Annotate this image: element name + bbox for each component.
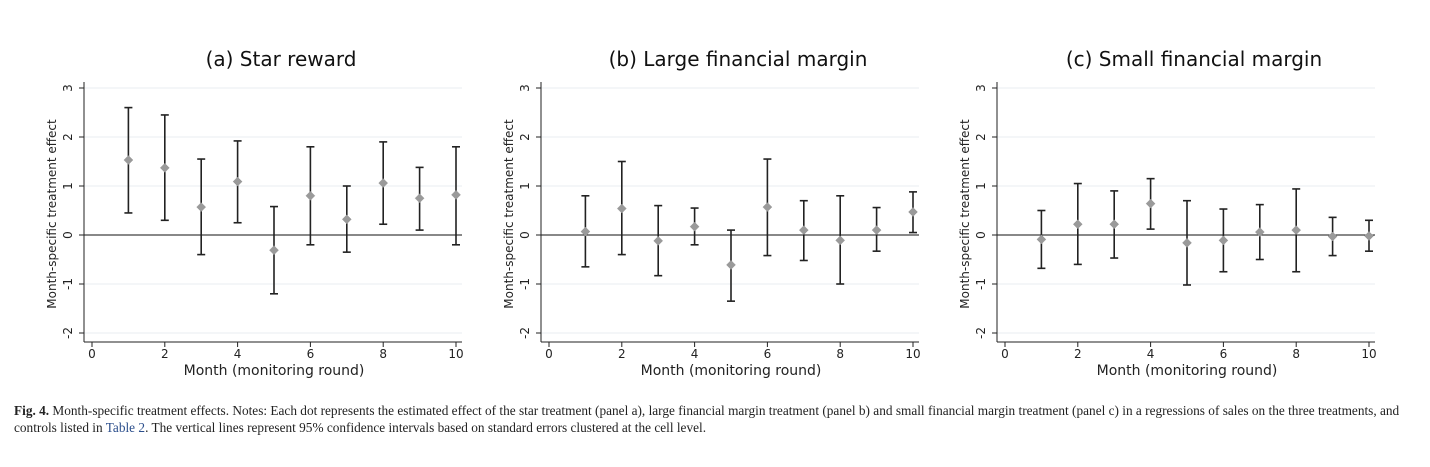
y-axis-label: Month-specific treatment effect (502, 119, 516, 309)
x-tick-label: 2 (161, 347, 169, 361)
data-point (1364, 231, 1374, 241)
data-point (196, 202, 207, 212)
chart-a-svg: (a) Star reward -2 -1 0 1 2 3 Month-specific tr… (45, 47, 464, 379)
chart-c-svg: (c) Small financial margin -2 -1 0 1 2 3 Month-… (958, 47, 1377, 379)
y-tick-label: 3 (61, 84, 75, 92)
y-tick-label: -1 (518, 278, 532, 290)
data-point (123, 155, 134, 165)
data-point (616, 203, 627, 214)
data-point (653, 236, 664, 246)
data-point (798, 225, 809, 235)
data-point (341, 214, 352, 225)
x-tick-label: 8 (1292, 347, 1300, 361)
data-point (908, 207, 918, 217)
chart-b-svg: (b) Large financial margin -2 -1 0 1 2 3 Month-… (502, 47, 921, 379)
data-point (159, 163, 170, 173)
data-point (835, 235, 846, 246)
x-axis-label: Month (monitoring round) (184, 363, 365, 379)
y-tick-label: 1 (518, 182, 532, 190)
y-tick-label: -1 (61, 278, 75, 290)
x-axis-label: Month (monitoring round) (1097, 363, 1278, 379)
data-point (269, 245, 279, 256)
caption-label: Fig. 4. (14, 403, 50, 418)
y-tick-label: 0 (61, 231, 75, 239)
x-tick-label: 0 (545, 347, 553, 361)
y-tick-label: 3 (974, 84, 988, 92)
y-tick-label: -2 (518, 327, 532, 339)
y-tick-label: 2 (61, 133, 75, 141)
x-tick-label: 10 (905, 347, 920, 361)
x-tick-label: 0 (88, 347, 96, 361)
x-tick-label: 2 (1074, 347, 1082, 361)
x-tick-label: 10 (1361, 347, 1376, 361)
x-tick-label: 4 (691, 347, 699, 361)
table-2-link[interactable]: Table 2 (105, 420, 146, 435)
data-point (1218, 235, 1229, 246)
data-point (689, 221, 700, 232)
data-point (1036, 234, 1047, 245)
data-point (1109, 219, 1120, 230)
x-tick-label: 6 (1220, 347, 1228, 361)
chart-title: (a) Star reward (206, 47, 357, 71)
x-tick-label: 4 (1147, 347, 1155, 361)
chart-title: (c) Small financial margin (1066, 47, 1322, 71)
data-point (726, 260, 736, 270)
data-point (1327, 231, 1338, 242)
y-axis-label: Month-specific treatment effect (958, 119, 972, 309)
data-point (1145, 198, 1156, 209)
y-tick-label: 2 (974, 133, 988, 141)
data-point (305, 190, 316, 201)
caption-text-after: . The vertical lines represent 95% confi… (145, 420, 707, 435)
y-tick-label: 2 (518, 133, 532, 141)
data-point (414, 193, 425, 204)
data-point (1254, 227, 1265, 237)
y-axis-label: Month-specific treatment effect (45, 119, 59, 309)
data-point (1182, 237, 1192, 248)
chart-panel-b: (b) Large financial margin -2 -1 0 1 2 3 Month-… (457, 0, 927, 390)
data-point (762, 202, 773, 212)
y-tick-label: -1 (974, 278, 988, 290)
figure-caption: Fig. 4. Month-specific treatment effects… (14, 402, 1419, 436)
x-tick-label: 0 (1001, 347, 1009, 361)
x-tick-label: 8 (379, 347, 387, 361)
data-point (378, 178, 389, 188)
chart-title: (b) Large financial margin (609, 47, 868, 71)
x-tick-label: 4 (234, 347, 242, 361)
data-point (232, 176, 243, 187)
x-tick-label: 2 (618, 347, 626, 361)
x-tick-label: 10 (448, 347, 463, 361)
y-tick-label: 1 (974, 182, 988, 190)
x-tick-label: 6 (307, 347, 315, 361)
data-point (871, 225, 882, 235)
chart-panel-c: (c) Small financial margin -2 -1 0 1 2 3 Month-… (913, 0, 1383, 390)
data-point (580, 226, 591, 237)
chart-panel-a: (a) Star reward -2 -1 0 1 2 3 Month-specific tr… (0, 0, 470, 390)
y-tick-label: 0 (518, 231, 532, 239)
y-tick-label: -2 (61, 327, 75, 339)
y-tick-label: -2 (974, 327, 988, 339)
y-tick-label: 1 (61, 182, 75, 190)
x-axis-label: Month (monitoring round) (641, 363, 822, 379)
y-tick-label: 3 (518, 84, 532, 92)
data-point (1291, 225, 1302, 235)
y-tick-label: 0 (974, 231, 988, 239)
data-point (1072, 219, 1083, 230)
data-point (451, 189, 461, 200)
x-tick-label: 8 (836, 347, 844, 361)
x-tick-label: 6 (764, 347, 772, 361)
caption-text-before: Month-specific treatment effects. Notes:… (14, 403, 1400, 435)
